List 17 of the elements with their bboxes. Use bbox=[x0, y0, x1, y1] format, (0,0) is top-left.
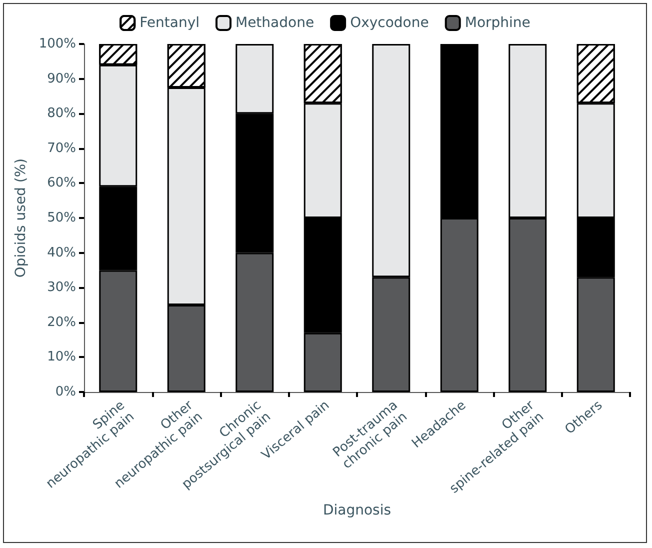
y-tick-label: 80% bbox=[47, 106, 76, 122]
y-tick-label: 90% bbox=[47, 71, 76, 86]
x-axis-title: Diagnosis bbox=[322, 502, 392, 518]
y-tick-label: 0% bbox=[55, 384, 76, 400]
y-tick-label: 40% bbox=[47, 245, 76, 260]
legend-label: Oxycodone bbox=[350, 15, 429, 31]
y-tick-label: 70% bbox=[47, 140, 76, 156]
legend-label: Fentanyl bbox=[140, 15, 200, 31]
y-tick-label: 10% bbox=[47, 350, 76, 365]
legend-label: Morphine bbox=[464, 15, 530, 31]
y-tick-label: 60% bbox=[47, 176, 76, 191]
y-tick-label: 30% bbox=[47, 280, 76, 296]
legend-label: Methadone bbox=[235, 15, 314, 31]
y-tick-label: 20% bbox=[47, 314, 76, 330]
y-axis-title: Opioids used (%) bbox=[12, 158, 29, 278]
y-tick-label: 100% bbox=[38, 36, 76, 52]
y-tick-label: 50% bbox=[47, 210, 76, 226]
